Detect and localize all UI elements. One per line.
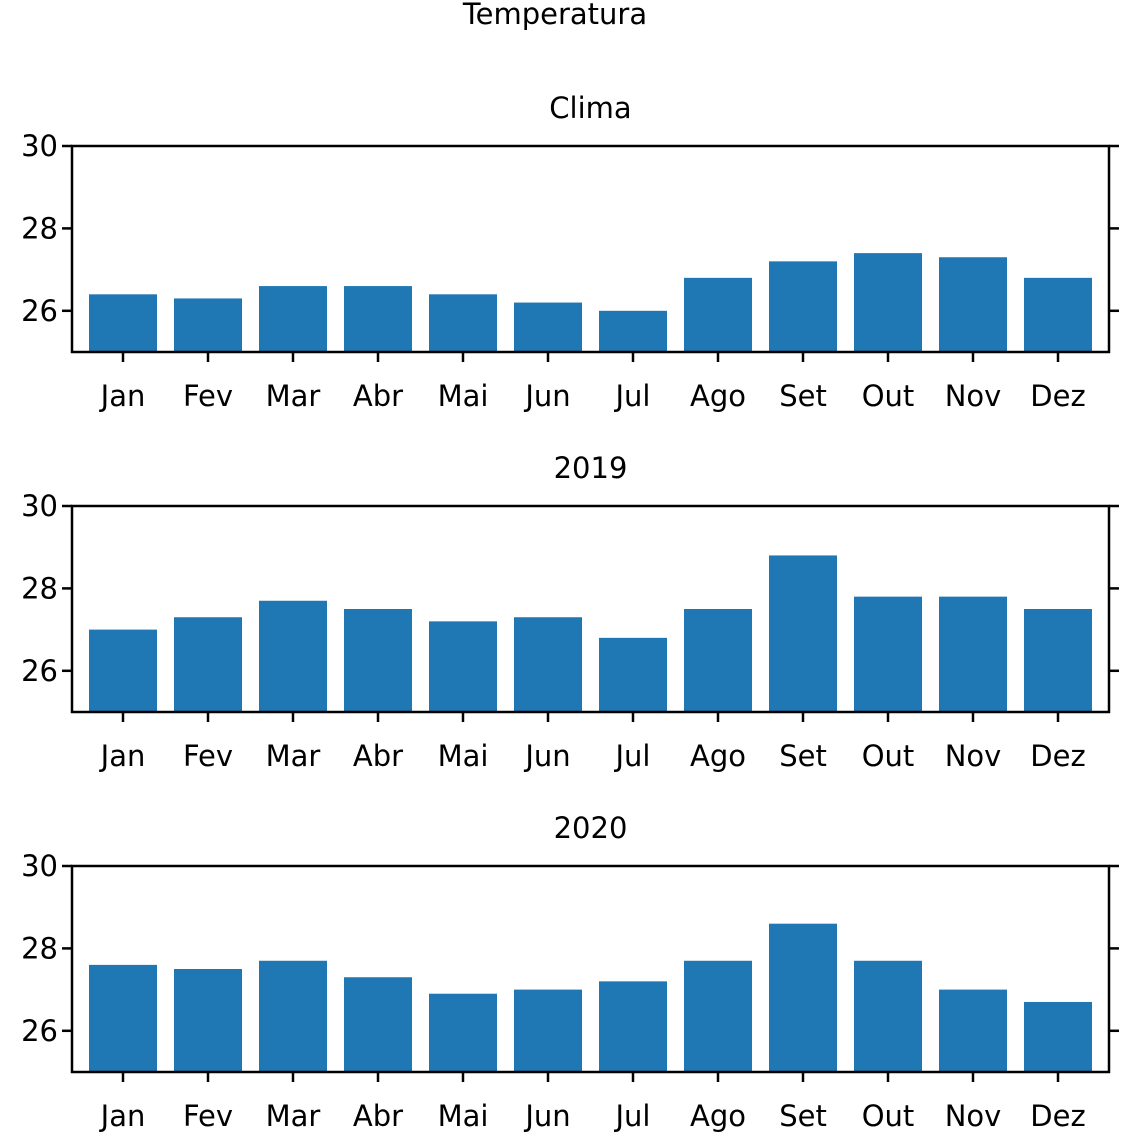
x-tick-label: Ago [690, 739, 746, 773]
subplot-title: 2020 [554, 811, 628, 845]
x-tick-label: Mai [438, 1099, 489, 1133]
x-tick-label: Abr [353, 739, 403, 773]
x-tick-label: Jul [614, 379, 651, 413]
bar-jun [514, 302, 582, 352]
x-tick-label: Fev [183, 1099, 233, 1133]
bar-jan [89, 629, 157, 712]
bar-set [769, 555, 837, 712]
x-tick-label: Jun [523, 1099, 570, 1133]
x-tick-label: Mai [438, 739, 489, 773]
x-tick-label: Abr [353, 379, 403, 413]
x-tick-label: Mai [438, 379, 489, 413]
y-tick-label: 26 [21, 654, 58, 688]
y-tick-label: 28 [21, 571, 58, 605]
bar-abr [344, 977, 412, 1072]
bar-nov [939, 596, 1007, 712]
axes-frame [70, 144, 1111, 354]
bar-abr [344, 609, 412, 712]
x-tick-label: Set [779, 739, 827, 773]
chart-title: Temperatura [462, 0, 647, 31]
bar-out [854, 596, 922, 712]
x-tick-label: Fev [183, 379, 233, 413]
y-tick-label: 26 [21, 294, 58, 328]
axes-frame [70, 504, 1111, 714]
bar-jul [599, 981, 667, 1072]
x-tick-label: Mar [266, 379, 321, 413]
bar-out [854, 253, 922, 352]
x-tick-label: Out [862, 379, 915, 413]
bar-jan [89, 294, 157, 352]
y-tick-label: 28 [21, 211, 58, 245]
x-tick-label: Jan [99, 739, 146, 773]
bar-nov [939, 257, 1007, 352]
x-tick-label: Nov [945, 739, 1002, 773]
y-tick-label: 26 [21, 1014, 58, 1048]
y-tick-label: 30 [21, 129, 58, 163]
x-tick-label: Dez [1030, 1099, 1085, 1133]
bar-ago [684, 277, 752, 352]
x-tick-label: Dez [1030, 739, 1085, 773]
bar-mai [429, 294, 497, 352]
x-tick-label: Nov [945, 379, 1002, 413]
x-tick-label: Ago [690, 379, 746, 413]
x-tick-label: Dez [1030, 379, 1085, 413]
bar-set [769, 923, 837, 1072]
bar-mar [259, 286, 327, 352]
x-tick-label: Abr [353, 1099, 403, 1133]
bar-abr [344, 286, 412, 352]
subplot-title: 2019 [554, 451, 628, 485]
y-tick-label: 30 [21, 849, 58, 883]
bar-mai [429, 621, 497, 712]
bar-out [854, 960, 922, 1072]
subplot-title: Clima [549, 91, 631, 125]
bar-jan [89, 964, 157, 1072]
axes-frame [70, 864, 1111, 1074]
bar-fev [174, 969, 242, 1072]
x-tick-label: Ago [690, 1099, 746, 1133]
x-tick-label: Mar [266, 1099, 321, 1133]
bar-jul [599, 310, 667, 352]
bar-jun [514, 989, 582, 1072]
x-tick-label: Out [862, 739, 915, 773]
bar-fev [174, 298, 242, 352]
x-tick-label: Set [779, 1099, 827, 1133]
bar-nov [939, 989, 1007, 1072]
bar-mar [259, 600, 327, 712]
bar-ago [684, 960, 752, 1072]
bar-dez [1024, 277, 1092, 352]
x-tick-label: Jan [99, 1099, 146, 1133]
bar-jul [599, 637, 667, 712]
bar-dez [1024, 609, 1092, 712]
x-tick-label: Jul [614, 1099, 651, 1133]
x-tick-label: Nov [945, 1099, 1002, 1133]
bar-fev [174, 617, 242, 712]
y-tick-label: 30 [21, 489, 58, 523]
x-tick-label: Mar [266, 739, 321, 773]
bar-dez [1024, 1001, 1092, 1072]
x-tick-label: Set [779, 379, 827, 413]
x-tick-label: Jan [99, 379, 146, 413]
bar-mar [259, 960, 327, 1072]
x-tick-label: Out [862, 1099, 915, 1133]
x-tick-label: Jun [523, 379, 570, 413]
bar-mai [429, 993, 497, 1072]
bar-set [769, 261, 837, 352]
bar-jun [514, 617, 582, 712]
bar-ago [684, 609, 752, 712]
y-tick-label: 28 [21, 931, 58, 965]
x-tick-label: Fev [183, 739, 233, 773]
x-tick-label: Jun [523, 739, 570, 773]
x-tick-label: Jul [614, 739, 651, 773]
